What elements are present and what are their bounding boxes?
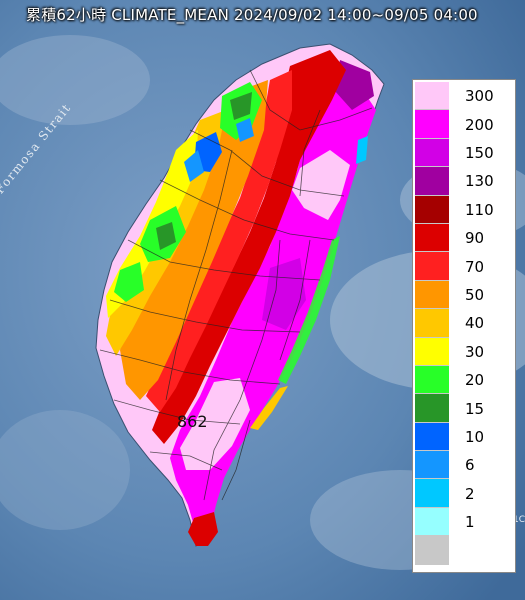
zone-6 xyxy=(184,150,204,182)
legend-label: 300 xyxy=(465,87,494,106)
legend-label: 50 xyxy=(465,286,485,304)
legend: 300 200 150 130 110 90 70 50 40 30 20 15 10 6 2 1 xyxy=(412,79,516,573)
legend-swatch xyxy=(415,309,449,338)
boundary-lines xyxy=(99,69,373,501)
legend-swatch xyxy=(415,479,449,508)
zone-east-coast xyxy=(250,386,288,430)
zone-300 xyxy=(292,150,350,220)
legend-swatch xyxy=(415,507,449,537)
zone-6 xyxy=(236,118,254,142)
edge-label: 1C xyxy=(512,515,525,525)
cloud-patch xyxy=(0,410,130,530)
legend-label: 10 xyxy=(465,428,485,446)
legend-swatch xyxy=(415,110,449,139)
legend-swatch xyxy=(415,252,449,281)
legend-label: 20 xyxy=(465,371,485,390)
cloud-patch xyxy=(0,35,150,125)
map-title: 累積62小時 CLIMATE_MEAN 2024/09/02 14:00~09/… xyxy=(26,6,478,24)
legend-swatch xyxy=(415,451,449,480)
legend-swatch xyxy=(415,138,449,168)
legend-label: 6 xyxy=(465,456,475,475)
zone-15 xyxy=(230,92,252,120)
legend-swatch xyxy=(415,422,449,452)
legend-swatch xyxy=(415,280,449,310)
max-value-label: 862 xyxy=(177,412,208,431)
zone-east-coast xyxy=(278,236,340,384)
legend-swatch xyxy=(415,365,449,395)
legend-label: 150 xyxy=(465,144,494,162)
zone-300 xyxy=(180,378,250,470)
legend-label: 40 xyxy=(465,314,485,333)
legend-label: 110 xyxy=(465,200,494,219)
zone-50 xyxy=(120,80,268,400)
legend-swatch xyxy=(415,195,449,224)
legend-swatch xyxy=(415,394,449,423)
legend-label: 2 xyxy=(465,484,475,503)
legend-swatch xyxy=(415,536,449,565)
legend-label: 15 xyxy=(465,399,485,418)
zone-15 xyxy=(156,222,176,250)
zone-south-tip xyxy=(188,512,218,546)
legend-swatch xyxy=(415,337,449,366)
zone-2 xyxy=(356,136,368,164)
zone-150 xyxy=(262,258,306,330)
legend-label: 130 xyxy=(465,172,494,191)
zone-110 xyxy=(152,50,346,444)
legend-label: 30 xyxy=(465,342,485,361)
legend-label: 200 xyxy=(465,115,494,134)
legend-label: 70 xyxy=(465,257,485,276)
legend-swatch xyxy=(415,82,449,111)
legend-label: 90 xyxy=(465,229,485,248)
legend-swatch xyxy=(415,223,449,253)
legend-label: 1 xyxy=(465,513,475,532)
legend-swatches xyxy=(415,82,449,565)
legend-swatch xyxy=(415,167,449,196)
zone-20 xyxy=(114,262,144,302)
